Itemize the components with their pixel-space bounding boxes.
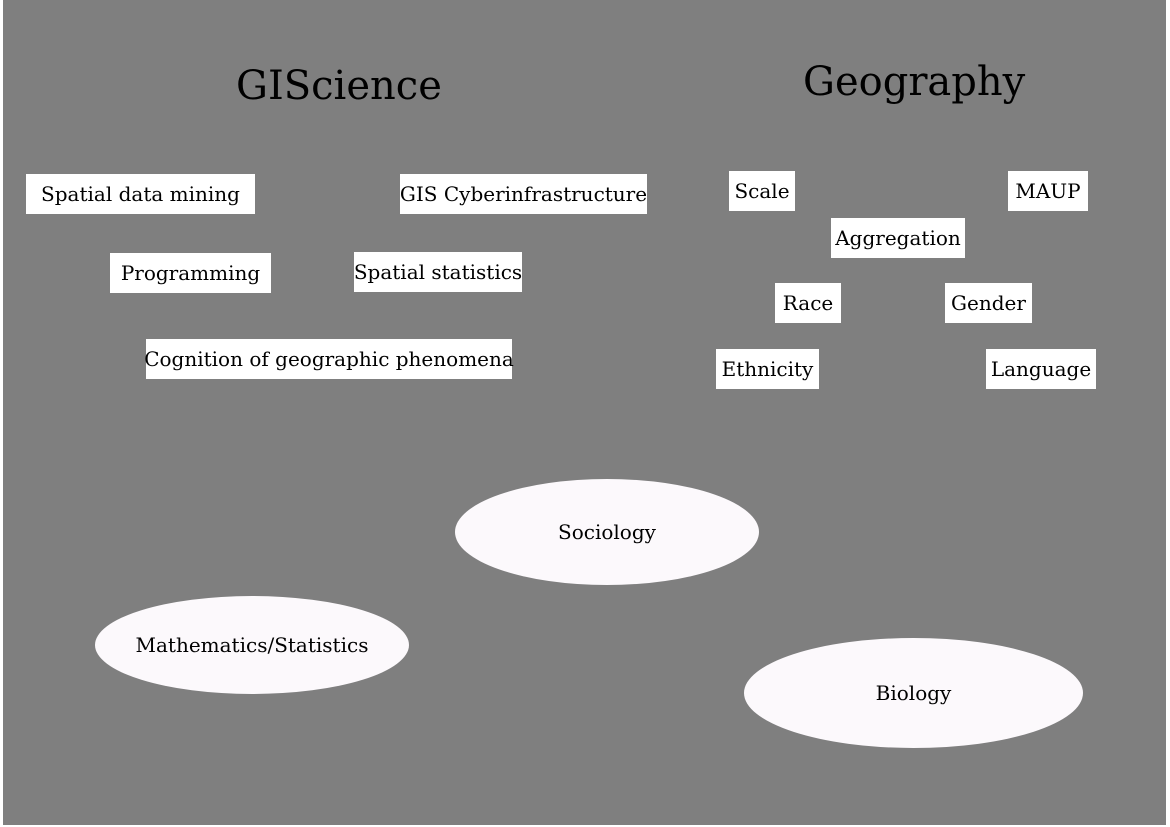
discipline-mathematics-statistics: Mathematics/Statistics — [95, 596, 409, 694]
term-ethnicity: Ethnicity — [716, 349, 819, 389]
discipline-biology: Biology — [744, 638, 1083, 748]
term-gender: Gender — [945, 283, 1032, 323]
discipline-sociology: Sociology — [455, 479, 759, 585]
term-scale: Scale — [729, 171, 795, 211]
giscience-heading: GIScience — [236, 63, 442, 109]
term-language: Language — [986, 349, 1096, 389]
term-race: Race — [775, 283, 841, 323]
diagram-canvas: GIScience Geography Spatial data mining … — [3, 0, 1166, 825]
term-cognition-geographic-phenomena: Cognition of geographic phenomena — [144, 339, 514, 379]
term-aggregation: Aggregation — [831, 218, 965, 258]
geography-heading: Geography — [803, 59, 1026, 105]
term-maup: MAUP — [1008, 171, 1088, 211]
term-spatial-statistics: Spatial statistics — [354, 252, 522, 292]
term-programming: Programming — [110, 253, 271, 293]
term-gis-cyberinfrastructure: GIS Cyberinfrastructure — [400, 174, 647, 214]
term-spatial-data-mining: Spatial data mining — [26, 174, 255, 214]
